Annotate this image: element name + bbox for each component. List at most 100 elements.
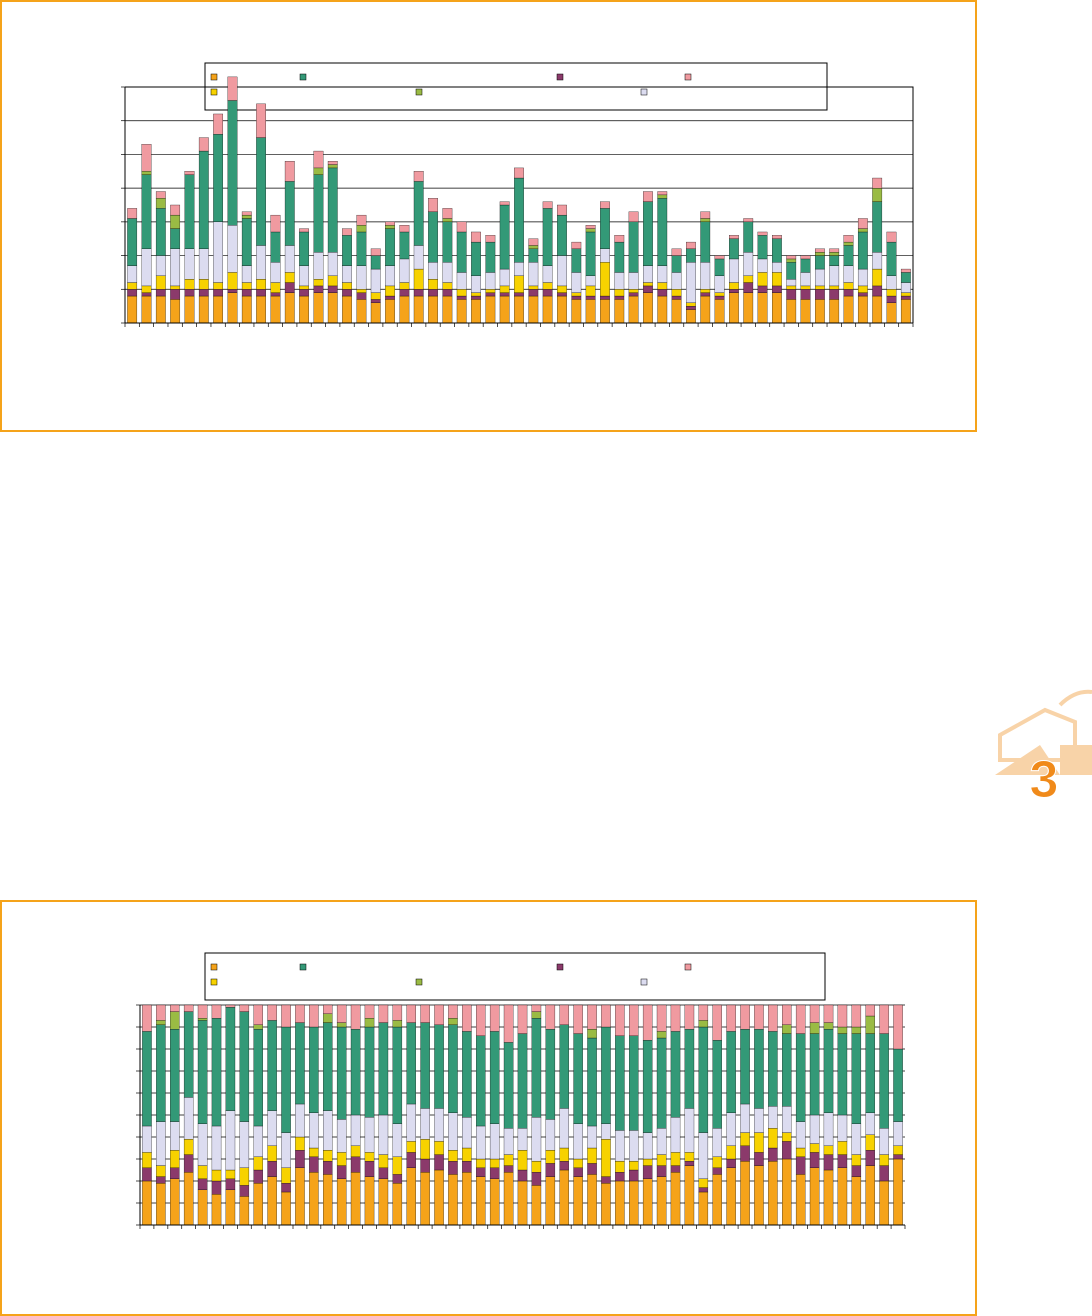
bar-segment (267, 1004, 277, 1021)
bar-segment (740, 1132, 750, 1146)
bar-segment (184, 289, 195, 297)
bar-segment (225, 1178, 236, 1190)
bar-segment (686, 241, 696, 249)
bar-segment (601, 1123, 611, 1140)
bar-segment (571, 299, 582, 324)
bar-segment (698, 1132, 709, 1179)
bar-segment (213, 295, 224, 324)
bar-segment (587, 1004, 597, 1030)
bar-segment (615, 1130, 625, 1162)
bar-segment (686, 302, 696, 307)
bar-segment (851, 1154, 862, 1166)
bar-segment (392, 1156, 403, 1175)
bar-segment (531, 1172, 542, 1186)
bar-segment (743, 282, 754, 293)
bar-segment (729, 238, 739, 260)
bar-segment (851, 1033, 862, 1124)
bar-segment (542, 265, 553, 283)
bar-segment (837, 1167, 848, 1226)
bar-segment (587, 1037, 597, 1127)
bar-segment (656, 1154, 667, 1166)
bar-segment (814, 289, 825, 300)
bar-segment (270, 282, 281, 293)
bar-segment (517, 1180, 528, 1226)
bar-segment (428, 279, 438, 290)
bar-segment (601, 1176, 611, 1184)
bar-segment (587, 1163, 597, 1175)
bar-segment (712, 1167, 722, 1175)
bar-segment (413, 268, 424, 290)
bar-segment (476, 1176, 486, 1226)
bar-segment (239, 1196, 250, 1226)
bar-segment (800, 289, 811, 300)
bar-segment (313, 252, 324, 280)
bar-segment (442, 218, 453, 223)
bar-segment (823, 1145, 834, 1155)
bar-segment (336, 1026, 347, 1120)
bar-segment (768, 1031, 778, 1107)
bar-segment (557, 214, 567, 256)
bar-segment (170, 228, 181, 249)
bar-segment (392, 1020, 403, 1028)
bar-segment (754, 1132, 764, 1153)
bar-segment (886, 302, 897, 324)
bar-segment (323, 1013, 333, 1023)
bar-segment (814, 268, 825, 287)
bar-segment (531, 1117, 542, 1162)
bar-segment (127, 218, 138, 266)
bar-segment (471, 241, 481, 276)
bar-segment (614, 235, 625, 243)
bar-segment (471, 231, 481, 243)
bar-segment (471, 292, 481, 297)
bar-segment (629, 1180, 639, 1226)
legend-swatch (210, 978, 218, 986)
bar-segment (886, 289, 897, 297)
icon-wedge (995, 745, 1060, 775)
bar-segment (420, 1108, 430, 1140)
bar-segment (413, 181, 424, 246)
bar-segment (545, 1150, 556, 1164)
bar-segment (671, 289, 682, 297)
bar-segment (267, 1176, 277, 1226)
bar-segment (573, 1123, 583, 1160)
bar-segment (643, 285, 653, 293)
bar-segment (757, 258, 768, 273)
bar-segment (714, 295, 725, 300)
bar-segment (342, 265, 352, 283)
bar-segment (489, 1158, 500, 1168)
bar-segment (628, 221, 639, 273)
bar-segment (726, 1145, 736, 1160)
bar-segment (370, 302, 381, 324)
bar-segment (837, 1004, 848, 1028)
bar-segment (239, 1011, 250, 1122)
bar-segment (814, 299, 825, 324)
bar-segment (499, 285, 510, 293)
bar-segment (227, 225, 238, 273)
bar-segment (256, 245, 266, 280)
bar-segment (657, 289, 668, 297)
bar-segment (684, 1161, 695, 1166)
bar-segment (183, 1097, 194, 1140)
bar-segment (434, 1108, 444, 1142)
bar-segment (642, 1178, 653, 1226)
bar-segment (700, 211, 711, 219)
bar-segment (499, 295, 510, 324)
bar-segment (514, 275, 524, 293)
bar-segment (712, 1156, 722, 1168)
bar-segment (872, 201, 883, 253)
bar-segment (823, 1029, 834, 1113)
bar-segment (183, 1004, 194, 1012)
bar-segment (485, 295, 496, 324)
bar-segment (528, 289, 539, 297)
bar-segment (406, 1152, 416, 1168)
bar-segment (378, 1178, 389, 1226)
bar-segment (531, 1011, 542, 1019)
bar-segment (211, 1180, 222, 1195)
bar-segment (127, 295, 138, 324)
bar-segment (211, 1125, 222, 1171)
bar-segment (786, 285, 797, 290)
bar-segment (406, 1022, 416, 1105)
bar-segment (170, 1167, 180, 1179)
bar-segment (786, 289, 797, 300)
bar-segment (559, 1004, 569, 1025)
